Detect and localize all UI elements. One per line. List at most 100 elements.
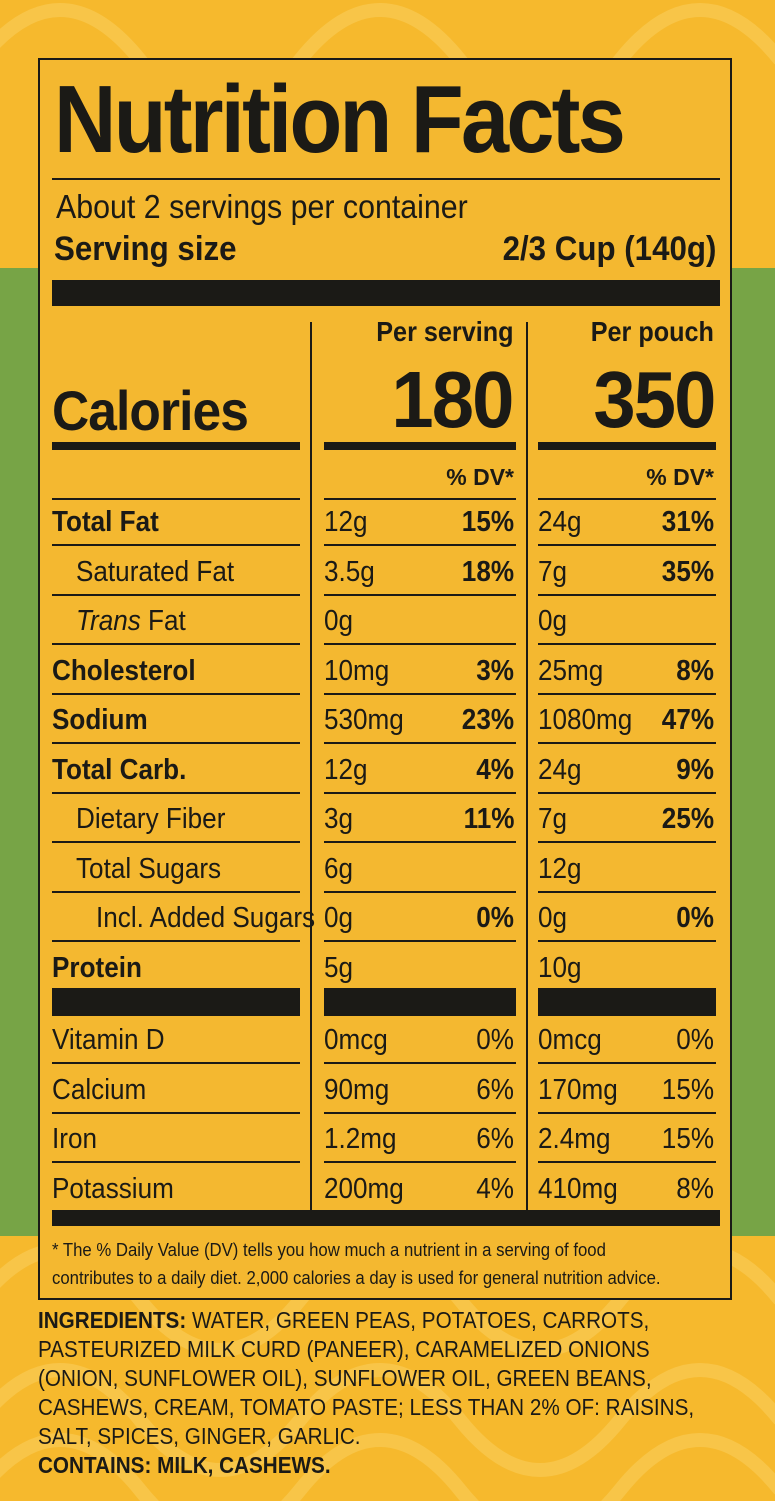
- row-divider: [52, 498, 300, 500]
- panel-title: Nutrition Facts: [54, 66, 626, 173]
- row-divider: [324, 841, 516, 843]
- per-pouch-heading: Per pouch: [590, 316, 714, 347]
- thick-divider: [52, 442, 300, 450]
- row-divider: [324, 742, 516, 744]
- serving-dv: 3%: [476, 654, 514, 687]
- serving-dv: 23%: [461, 704, 514, 736]
- serving-amount: 90mg: [324, 1073, 390, 1106]
- per-serving-heading: Per serving: [376, 316, 514, 347]
- vitamin-label: Calcium: [52, 1073, 147, 1106]
- row-divider: [538, 692, 716, 695]
- nutrient-label: Total Carb.: [52, 753, 187, 786]
- serving-amount: 5g: [324, 951, 354, 984]
- row-divider: [52, 988, 300, 1016]
- dv-heading-pouch: % DV*: [646, 464, 714, 490]
- pouch-dv: 15%: [661, 1123, 714, 1155]
- row-divider: [52, 742, 300, 744]
- serving-dv: 11%: [463, 803, 514, 835]
- pouch-amount: 170mg: [538, 1073, 618, 1106]
- pouch-amount: 24g: [538, 753, 582, 786]
- nutrient-label: Cholesterol: [52, 654, 196, 687]
- pouch-amount: 410mg: [538, 1172, 618, 1205]
- serving-dv: 4%: [476, 753, 514, 786]
- row-divider: [324, 1062, 516, 1064]
- row-divider: [324, 890, 516, 893]
- servings-per-container: About 2 servings per container: [56, 188, 468, 225]
- pouch-dv: 8%: [676, 1172, 714, 1205]
- row-divider: [324, 498, 516, 500]
- pouch-amount: 0g: [538, 605, 568, 637]
- pouch-amount: 24g: [538, 506, 582, 538]
- pouch-amount: 0g: [538, 902, 568, 934]
- row-divider: [324, 544, 516, 546]
- nutrient-label: Total Fat: [52, 506, 159, 538]
- dv-heading-serving: % DV*: [446, 464, 514, 490]
- ingredients-text: WATER, GREEN PEAS, POTATOES, CARROTS, PA…: [38, 1307, 695, 1449]
- allergen-statement: CONTAINS: MILK, CASHEWS.: [38, 1452, 331, 1478]
- ingredients-block: INGREDIENTS: WATER, GREEN PEAS, POTATOES…: [38, 1306, 707, 1480]
- row-divider: [538, 940, 716, 942]
- nutrient-label: Saturated Fat: [76, 555, 235, 588]
- row-divider: [538, 988, 716, 1016]
- pouch-amount: 25mg: [538, 654, 604, 687]
- calories-label: Calories: [52, 379, 249, 442]
- nutrient-label: Total Sugars: [76, 852, 222, 885]
- row-divider: [324, 791, 516, 794]
- pouch-dv: 8%: [676, 654, 714, 687]
- row-divider: [538, 593, 716, 596]
- serving-dv: 0%: [476, 902, 514, 934]
- row-divider: [52, 940, 300, 942]
- row-divider: [324, 940, 516, 942]
- serving-amount: 3.5g: [324, 555, 375, 588]
- serving-amount: 6g: [324, 852, 354, 885]
- serving-amount: 530mg: [324, 704, 404, 736]
- nutrient-label-rest: Fat: [140, 605, 186, 637]
- row-divider: [538, 1111, 716, 1114]
- row-divider: [538, 544, 716, 546]
- row-divider: [52, 692, 300, 695]
- row-divider: [324, 1111, 516, 1114]
- row-divider: [52, 1062, 300, 1064]
- row-divider: [324, 692, 516, 695]
- pouch-amount: 7g: [538, 555, 568, 588]
- nutrient-label-italic: Trans: [76, 605, 141, 637]
- thick-divider: [52, 1210, 720, 1226]
- vitamin-label: Potassium: [52, 1172, 174, 1205]
- pouch-amount: 12g: [538, 852, 582, 885]
- pouch-dv: 47%: [661, 704, 714, 736]
- thick-divider: [52, 280, 720, 306]
- nutrient-label: Incl. Added Sugars: [96, 902, 316, 934]
- serving-amount: 12g: [324, 506, 368, 538]
- vitamin-label: Vitamin D: [52, 1024, 165, 1056]
- row-divider: [324, 593, 516, 596]
- thick-divider: [538, 442, 716, 450]
- row-divider: [538, 791, 716, 794]
- nutrition-facts-panel: Nutrition Facts About 2 servings per con…: [38, 58, 732, 1300]
- ingredients-label: INGREDIENTS:: [38, 1307, 187, 1333]
- row-divider: [538, 742, 716, 744]
- row-divider: [538, 1161, 716, 1163]
- row-divider: [52, 544, 300, 546]
- pouch-dv: 0%: [676, 1024, 714, 1056]
- serving-amount: 0mcg: [324, 1024, 388, 1056]
- serving-dv: 18%: [461, 555, 514, 588]
- nutrient-label: Trans Fat: [76, 605, 186, 638]
- pouch-dv: 25%: [661, 803, 714, 835]
- serving-dv: 6%: [476, 1073, 514, 1106]
- pouch-dv: 9%: [676, 753, 714, 786]
- pouch-dv: 35%: [661, 555, 714, 588]
- serving-dv: 4%: [476, 1172, 514, 1205]
- calories-per-pouch: 350: [592, 355, 716, 444]
- serving-amount: 10mg: [324, 654, 390, 687]
- pouch-dv: 0%: [676, 902, 714, 934]
- column-divider: [310, 322, 312, 1212]
- column-divider: [526, 322, 528, 1212]
- serving-size-label: Serving size: [54, 230, 237, 268]
- nutrient-label: Dietary Fiber: [76, 803, 226, 835]
- serving-amount: 0g: [324, 902, 354, 934]
- row-divider: [538, 841, 716, 843]
- vitamin-label: Iron: [52, 1123, 97, 1155]
- daily-value-footnote: * The % Daily Value (DV) tells you how m…: [52, 1240, 661, 1288]
- serving-amount: 1.2mg: [324, 1123, 397, 1155]
- serving-size-value: 2/3 Cup (140g): [502, 230, 716, 268]
